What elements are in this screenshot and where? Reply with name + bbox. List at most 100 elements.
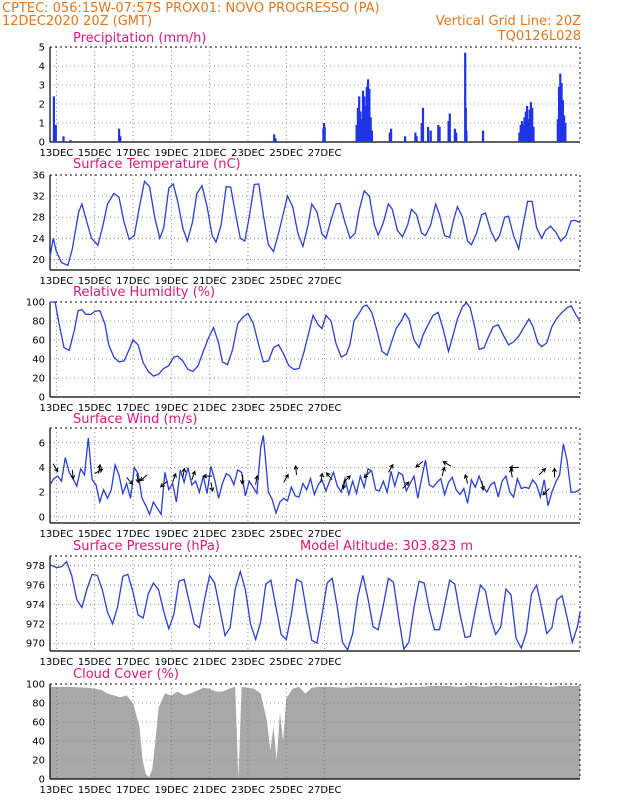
x-tick-label: 23DEC (231, 529, 265, 540)
precip-bar (388, 132, 391, 142)
x-tick-label: 21DEC (193, 657, 227, 668)
precip-bar (420, 123, 423, 142)
precip-bar (560, 83, 563, 142)
wind-direction-arrow (139, 474, 148, 482)
x-tick-label: 25DEC (269, 403, 303, 414)
x-tick-label: 27DEC (308, 276, 342, 287)
precip-bar (370, 130, 373, 142)
precip-bar (421, 107, 425, 142)
panel-title-temp: Surface Temperature (nC) (73, 157, 241, 172)
wind-direction-arrow (181, 467, 187, 478)
x-tick-label: 25DEC (269, 276, 303, 287)
y-tick-label: 978 (26, 561, 45, 572)
precip-bar (557, 86, 561, 142)
x-tick-label: 27DEC (308, 403, 342, 414)
precip-bar (363, 96, 366, 142)
precip-bar (404, 136, 407, 142)
wind-direction-arrow (283, 473, 289, 483)
precip-bar (564, 123, 567, 142)
header-station: CPTEC: 056:15W-07:57S PROX01: NOVO PROGR… (2, 1, 380, 16)
x-tick-label: 15DEC (78, 403, 112, 414)
precip-bar (529, 102, 532, 142)
precip-bar (527, 119, 530, 142)
x-tick-label: 15DEC (78, 657, 112, 668)
precip-bar (518, 132, 521, 142)
wind-direction-arrow (209, 482, 215, 493)
wind-direction-arrow (70, 469, 76, 480)
y-tick-label: 32 (32, 192, 45, 203)
wind-direction-arrow (509, 467, 514, 478)
precip-bar (367, 79, 370, 142)
wind-direction-arrow (293, 464, 299, 475)
wind-direction-arrow (319, 472, 325, 483)
panel-title-wind: Surface Wind (m/s) (73, 412, 197, 427)
x-tick-label: 23DEC (231, 403, 265, 414)
y-tick-label: 976 (26, 581, 45, 592)
x-tick-label: 23DEC (231, 657, 265, 668)
header-datetime: 12DEC2020 20Z (GMT) (2, 14, 152, 29)
wind-direction-arrow (172, 472, 177, 483)
x-tick-label: 25DEC (269, 657, 303, 668)
wind-direction-arrow (442, 461, 452, 467)
panel-rh: 0 20 40 60 80 100 13DEC 15DEC 17DEC 19DEC 21DEC 23D… (26, 285, 581, 414)
y-tick-label: 6 (39, 438, 45, 449)
y-tick-label: 0 (39, 138, 45, 149)
precip-bar (520, 121, 524, 142)
x-tick-label: 15DEC (78, 276, 112, 287)
temp-series-line (49, 179, 581, 267)
precip-bar (438, 126, 441, 142)
precip-bar (364, 105, 367, 142)
precip-bar (69, 140, 72, 142)
y-tick-label: 100 (26, 298, 45, 309)
wind-direction-arrow (254, 474, 259, 485)
x-tick-label: 21DEC (193, 403, 227, 414)
precip-bar (414, 132, 417, 142)
y-tick-label: 3 (39, 81, 45, 92)
precip-bar (415, 136, 418, 142)
wind-direction-arrow (480, 481, 485, 491)
precip-bar (532, 126, 535, 142)
x-tick-label: 19DEC (154, 276, 188, 287)
precip-bar (531, 107, 534, 142)
y-tick-label: 24 (32, 234, 45, 245)
precip-bar (524, 111, 527, 142)
precip-bar (358, 96, 361, 142)
y-tick-label: 60 (32, 718, 45, 729)
wind-direction-arrow (402, 481, 410, 489)
x-tick-label: 19DEC (154, 529, 188, 540)
x-tick-label: 25DEC (269, 148, 303, 159)
wind-direction-arrow (387, 463, 394, 473)
precip-bar (465, 130, 468, 142)
wind-series-line (49, 435, 581, 517)
panel-precip: 0 1 2 3 4 5 13DEC 15DEC 17DEC 19DEC 21DEC 23DEC 25DE… (39, 31, 581, 159)
y-tick-label: 0 (39, 512, 45, 523)
y-tick-label: 2 (39, 488, 45, 499)
precip-bar (453, 128, 456, 142)
x-tick-label: 17DEC (116, 276, 150, 287)
precip-bar (519, 124, 522, 142)
precip-bar (368, 88, 371, 142)
y-tick-label: 80 (32, 317, 45, 328)
header-vertical-grid: Vertical Grid Line: 20Z (436, 14, 581, 29)
y-tick-label: 974 (26, 600, 45, 611)
x-tick-label: 19DEC (154, 657, 188, 668)
precip-bar (52, 96, 55, 142)
y-tick-label: 28 (32, 213, 45, 224)
x-tick-label: 13DEC (40, 785, 74, 796)
precip-bar (447, 121, 450, 142)
precip-bar (365, 86, 368, 142)
wind-direction-arrow (325, 472, 333, 481)
precip-bar (464, 52, 467, 143)
panel-title-pres: Surface Pressure (hPa) (73, 539, 220, 554)
wind-direction-arrow (542, 488, 550, 496)
x-tick-label: 27DEC (308, 785, 342, 796)
precip-bar (464, 107, 467, 142)
precip-bar (273, 134, 276, 142)
x-tick-label: 13DEC (40, 403, 74, 414)
precip-bar (361, 90, 365, 142)
y-tick-label: 4 (39, 62, 45, 73)
wind-direction-arrow (363, 470, 371, 479)
x-tick-label: 13DEC (40, 529, 74, 540)
y-tick-label: 20 (32, 374, 45, 385)
